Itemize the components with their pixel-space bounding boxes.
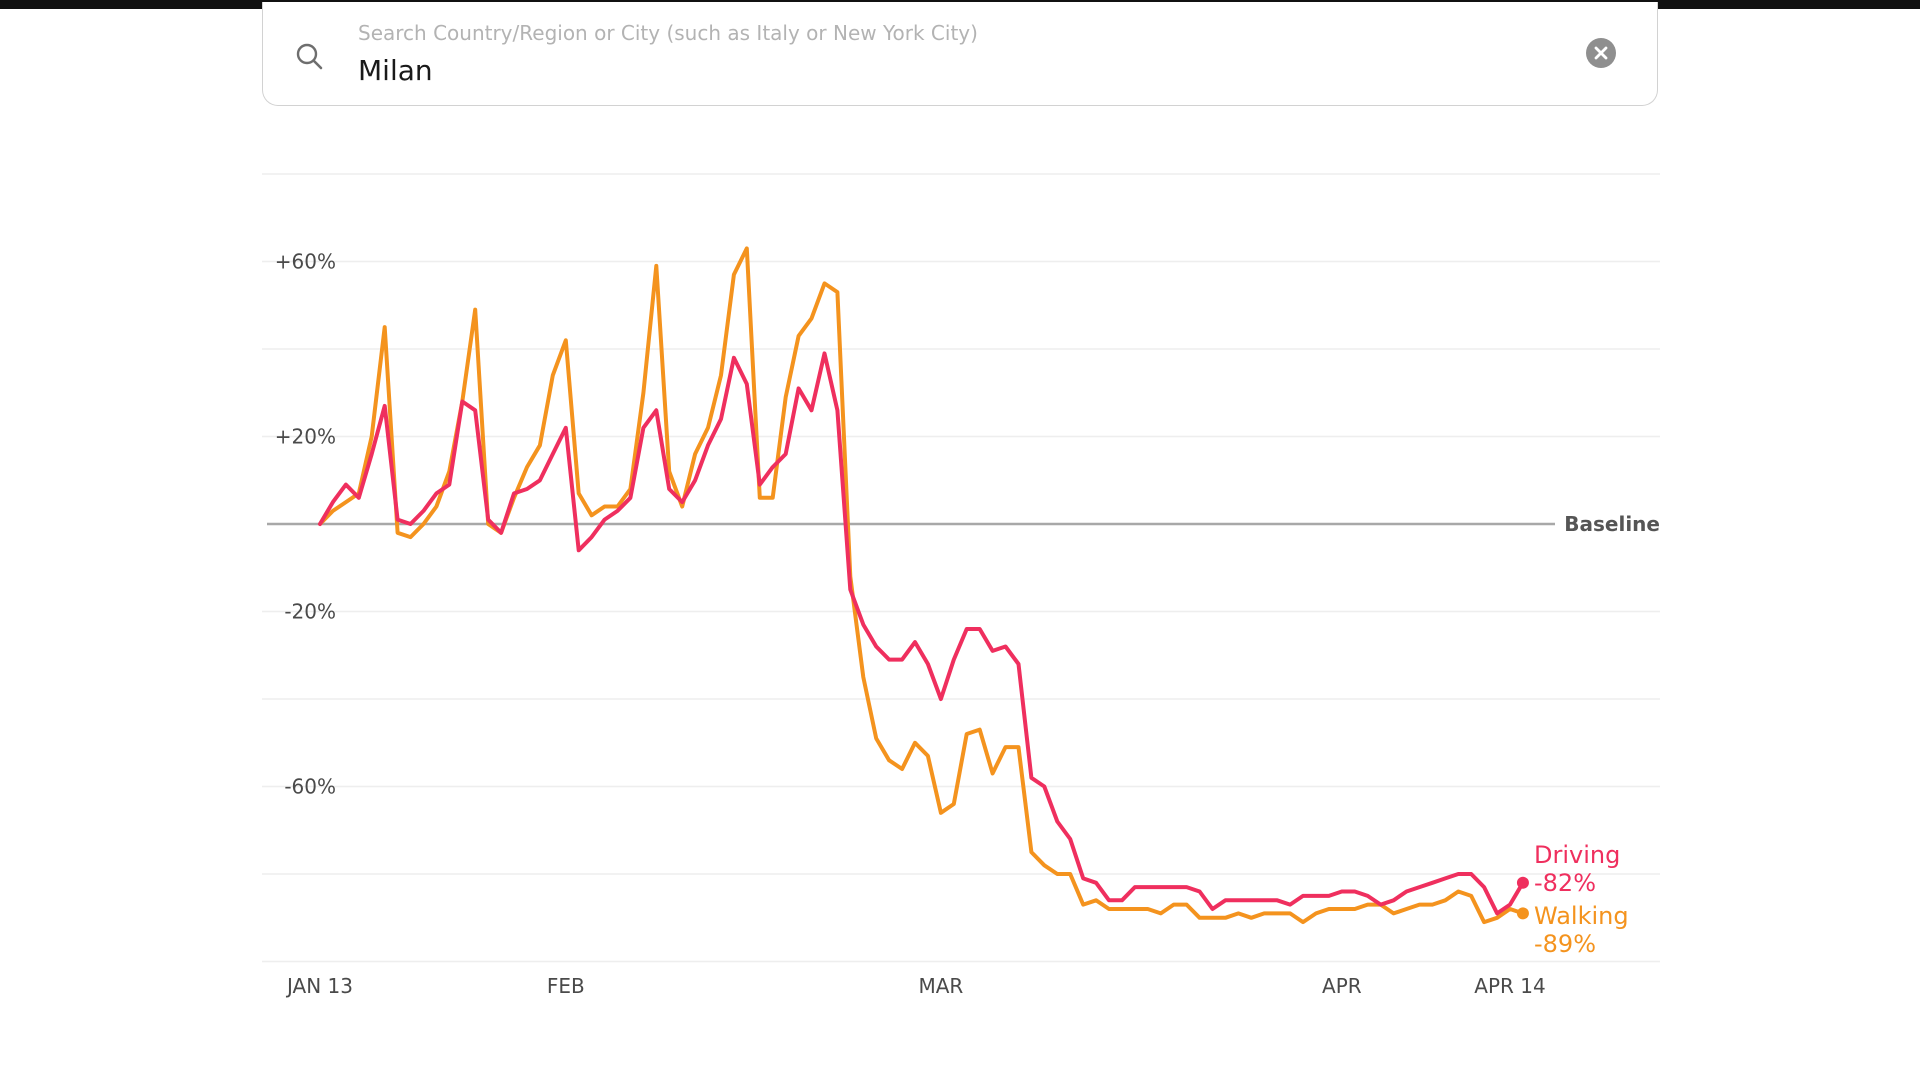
y-tick-label: +60%	[275, 250, 336, 274]
search-box[interactable]: Search Country/Region or City (such as I…	[262, 2, 1658, 106]
baseline-label: Baseline	[1564, 512, 1660, 536]
driving-line	[318, 351, 1525, 916]
search-input[interactable]: Milan	[358, 54, 433, 87]
y-tick-label: -20%	[284, 600, 336, 624]
walking-value-label: -89%	[1534, 930, 1596, 958]
clear-search-button[interactable]	[1586, 38, 1616, 68]
search-placeholder: Search Country/Region or City (such as I…	[358, 21, 978, 45]
y-tick-label: -60%	[284, 775, 336, 799]
walking-label: Walking	[1534, 902, 1629, 930]
x-tick-label: MAR	[918, 974, 963, 998]
walking-line	[318, 246, 1525, 925]
y-tick-label: +20%	[275, 425, 336, 449]
driving-label: Driving	[1534, 841, 1620, 869]
x-tick-label: APR 14	[1474, 974, 1545, 998]
close-icon	[1594, 46, 1608, 60]
driving-value-label: -82%	[1534, 869, 1596, 897]
x-tick-label: JAN 13	[285, 974, 353, 998]
driving-endpoint	[1516, 876, 1529, 889]
search-icon	[293, 40, 327, 74]
walking-endpoint	[1516, 907, 1529, 920]
x-tick-label: FEB	[547, 974, 585, 998]
x-tick-label: APR	[1322, 974, 1362, 998]
